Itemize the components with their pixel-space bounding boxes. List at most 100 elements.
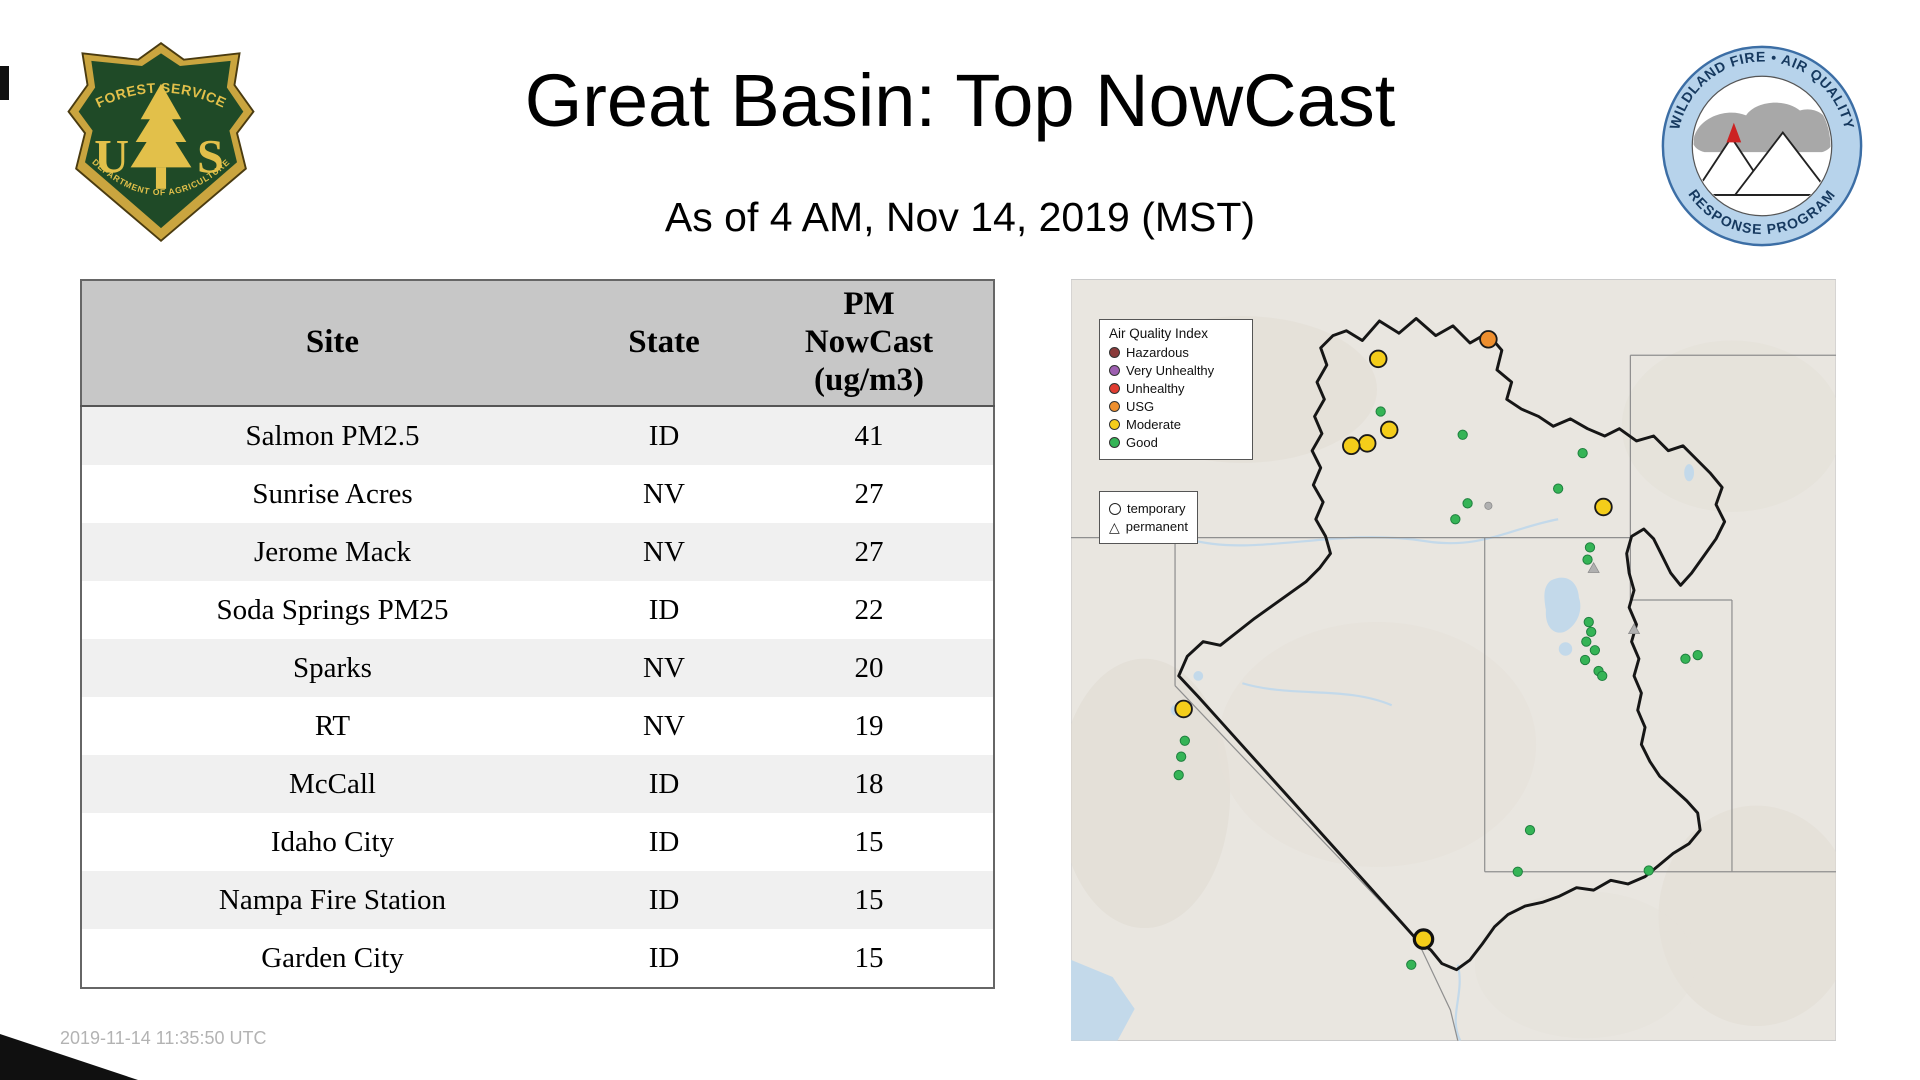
table-row: Soda Springs PM25 ID 22 [81,581,994,639]
table-header-row: Site State PM NowCast (ug/m3) [81,280,994,407]
circle-marker-icon [1109,502,1121,515]
aqi-color-dot-icon [1109,383,1120,394]
map-marker-good [1582,554,1593,565]
state-cell: NV [583,639,745,697]
map-marker-good [1457,429,1468,440]
state-cell: NV [643,477,685,510]
aqi-legend-item: Good [1109,435,1243,450]
map-marker-moderate [1342,436,1361,456]
map-marker-good [1579,654,1591,666]
map-marker-no_data_tri [1627,623,1641,635]
aqi-legend-label: Moderate [1126,417,1181,432]
map-marker-good [1577,448,1588,459]
map-marker-moderate [1174,699,1193,719]
state-cell: NV [643,709,685,742]
marker-legend: temporary △ permanent [1099,491,1198,544]
bear-lake [1684,464,1695,482]
aqi-legend-items: Hazardous Very Unhealthy Unhealthy USG Moder… [1109,345,1243,450]
pyramid-lake [1193,671,1204,681]
page-subtitle: As of 4 AM, Nov 14, 2019 (MST) [664,194,1256,240]
aqi-legend-title: Air Quality Index [1109,326,1209,341]
marker-legend-label: temporary [1127,501,1186,516]
map-marker-good [1406,959,1417,970]
state-cell: NV [583,523,745,581]
great-salt-lake [1544,577,1581,633]
generation-timestamp: 2019-11-14 11:35:50 UTC [60,1028,267,1048]
lakes [1071,464,1695,1041]
aqi-legend-label: USG [1126,399,1155,414]
great-basin-boundary [1177,317,1727,972]
map-marker-good [1586,626,1597,637]
site-cell: Garden City [261,941,404,974]
map-marker-good [1581,636,1592,647]
page-title: Great Basin: Top NowCast [524,59,1396,142]
marker-legend-item: △ permanent [1109,519,1188,534]
wfaqrp-logo: WILDLAND FIRE • AIR QUALITY RESPONSE PRO… [1661,45,1863,247]
aqi-color-dot-icon [1109,401,1120,412]
state-cell: ID [648,825,680,858]
aqi-color-dot-icon [1109,347,1120,358]
aqi-legend-label: Very Unhealthy [1126,363,1215,378]
map-marker-good [1589,645,1601,656]
aqi-legend-label: Unhealthy [1126,381,1185,396]
map-marker-good [1643,865,1654,876]
column-header-pm-nowcast: PM NowCast (ug/m3) [745,280,994,407]
flame-icon [1726,122,1742,143]
table-row: McCall ID 18 [81,755,994,813]
value-cell: 20 [745,639,994,697]
aqi-legend-item: Moderate [1109,417,1243,432]
state-cell: ID [583,871,745,929]
map-marker-moderate [1594,497,1613,517]
table-row: Nampa Fire Station ID 15 [81,871,994,929]
map-marker-good [1583,616,1594,628]
map-marker-moderate_bold [1412,928,1435,950]
state-cell: ID [648,593,680,626]
state-cell: ID [648,941,680,974]
map-marker-no_data_dot [1484,501,1493,510]
value-cell: 22 [854,593,884,626]
map-marker-good [1597,670,1608,682]
map-marker-no_data_tri [1587,561,1600,573]
table-row: RT NV 19 [81,697,994,755]
site-cell: McCall [81,755,583,813]
map-marker-good [1179,735,1190,746]
site-cell: Soda Springs PM25 [216,593,449,626]
aqi-color-dot-icon [1109,437,1120,448]
state-cell: ID [583,406,745,465]
marker-legend-items: temporary △ permanent [1109,501,1188,534]
aqi-legend: Air Quality Index Hazardous Very Unhealth… [1099,319,1253,460]
value-cell: 27 [854,477,884,510]
utah-lake [1558,642,1573,656]
value-cell: 41 [745,406,994,465]
table-row: Idaho City ID 15 [81,813,994,871]
column-header-state: State [583,280,745,407]
site-cell: Salmon PM2.5 [81,406,583,465]
map-marker-moderate [1357,434,1377,453]
usfs-letter-u: U [94,130,129,183]
coastal-water [1071,959,1135,1041]
table-row: Garden City ID 15 [81,929,994,988]
value-cell: 27 [745,523,994,581]
value-cell: 15 [745,871,994,929]
triangle-marker-icon: △ [1109,518,1120,535]
map-marker-good [1680,653,1691,664]
map-marker-good [1176,751,1187,762]
table-row: Sparks NV 20 [81,639,994,697]
site-cell: Idaho City [270,825,395,858]
map-marker-good [1584,542,1596,553]
map-marker-good [1375,406,1386,417]
table-row: Sunrise Acres NV 27 [81,465,994,523]
monitor-markers [1173,330,1703,970]
site-cell: Sparks [81,639,583,697]
state-cell: ID [583,755,745,813]
site-cell: RT [314,709,351,742]
marker-legend-label: permanent [1125,519,1188,534]
map-marker-good [1524,824,1536,836]
site-cell: Jerome Mack [81,523,583,581]
map-marker-good [1462,498,1473,509]
value-cell: 19 [854,709,884,742]
nowcast-table: Site State PM NowCast (ug/m3) Salmon PM2… [80,279,995,989]
map-marker-good [1553,483,1564,494]
map-marker-good [1173,769,1184,781]
state-borders [1071,354,1836,1041]
